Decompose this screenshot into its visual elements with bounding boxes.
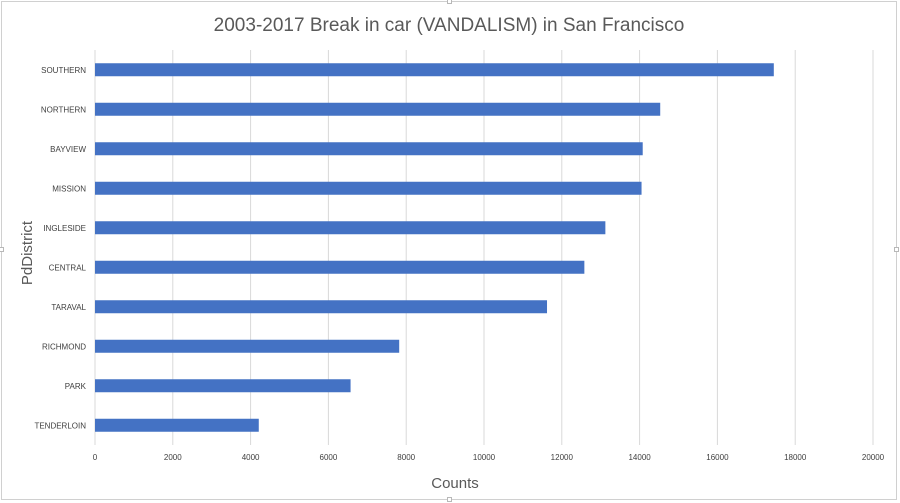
resize-handle-left[interactable] bbox=[0, 247, 4, 252]
category-label: TENDERLOIN bbox=[34, 421, 86, 430]
bar-taraval[interactable] bbox=[95, 300, 548, 314]
bar-richmond[interactable] bbox=[95, 339, 400, 353]
bar-northern[interactable] bbox=[95, 102, 661, 116]
category-label: CENTRAL bbox=[49, 263, 87, 272]
x-tick-label: 2000 bbox=[164, 453, 182, 462]
category-label: PARK bbox=[65, 382, 87, 391]
x-tick-label: 18000 bbox=[784, 453, 807, 462]
bar-bayview[interactable] bbox=[95, 142, 643, 156]
category-labels: SOUTHERN NORTHERN BAYVIEW MISSION INGLESIDE C… bbox=[34, 66, 86, 431]
category-label: NORTHERN bbox=[41, 105, 86, 114]
bar-southern[interactable] bbox=[95, 63, 774, 77]
x-tick-label: 12000 bbox=[551, 453, 574, 462]
category-label: MISSION bbox=[52, 184, 86, 193]
x-tick-label: 4000 bbox=[242, 453, 260, 462]
category-label: BAYVIEW bbox=[50, 145, 86, 154]
bar-park[interactable] bbox=[95, 379, 351, 393]
x-tick-label: 14000 bbox=[628, 453, 651, 462]
x-tick-label: 0 bbox=[93, 453, 98, 462]
bar-tenderloin[interactable] bbox=[95, 418, 259, 432]
bar-central[interactable] bbox=[95, 260, 585, 274]
category-label: INGLESIDE bbox=[43, 224, 86, 233]
x-tick-labels: 0 2000 4000 6000 8000 10000 12000 14000 16000 180… bbox=[93, 453, 885, 462]
x-tick-label: 6000 bbox=[320, 453, 338, 462]
x-tick-label: 20000 bbox=[862, 453, 885, 462]
bars bbox=[95, 63, 774, 432]
resize-handle-right[interactable] bbox=[894, 247, 899, 252]
gridlines bbox=[94, 50, 874, 445]
x-tick-label: 8000 bbox=[397, 453, 415, 462]
category-label: SOUTHERN bbox=[41, 66, 86, 75]
resize-handle-bottom[interactable] bbox=[447, 497, 452, 502]
category-label: TARAVAL bbox=[51, 303, 86, 312]
bar-mission[interactable] bbox=[95, 181, 642, 195]
x-tick-label: 16000 bbox=[706, 453, 729, 462]
x-axis-title: Counts bbox=[431, 475, 479, 492]
chart-title: 2003-2017 Break in car (VANDALISM) in Sa… bbox=[214, 15, 685, 36]
resize-handle-top[interactable] bbox=[447, 0, 452, 4]
x-tick-label: 10000 bbox=[473, 453, 496, 462]
y-axis-title: PdDistrict bbox=[19, 220, 36, 285]
bar-ingleside[interactable] bbox=[95, 221, 606, 235]
category-label: RICHMOND bbox=[42, 342, 86, 351]
